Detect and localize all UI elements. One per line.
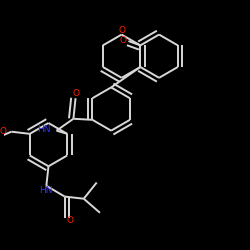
Text: O: O	[66, 216, 73, 225]
Text: O: O	[0, 127, 7, 136]
Text: HN: HN	[39, 186, 52, 195]
Text: O: O	[119, 36, 126, 45]
Text: O: O	[118, 26, 125, 35]
Text: HN: HN	[37, 125, 50, 134]
Text: O: O	[73, 89, 80, 98]
